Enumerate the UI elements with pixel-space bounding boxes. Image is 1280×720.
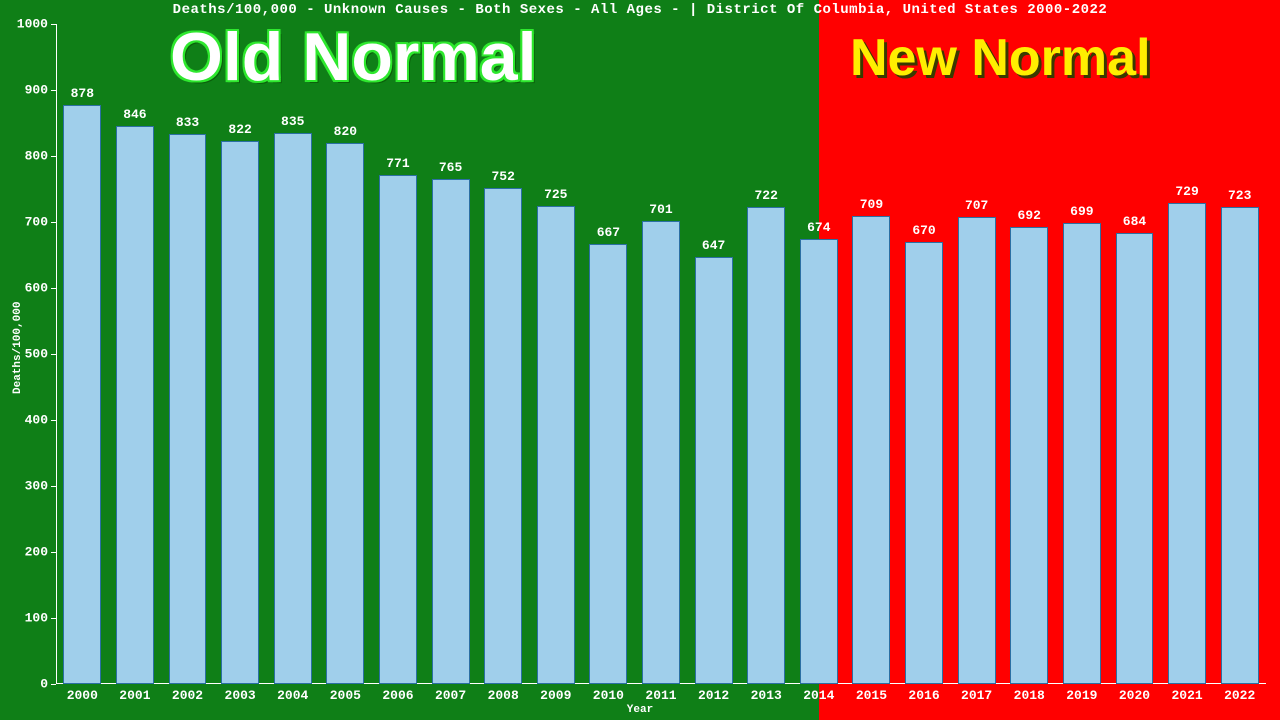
x-tick-label: 2018 [1014, 688, 1045, 703]
bar [116, 126, 154, 684]
x-tick-label: 2007 [435, 688, 466, 703]
x-tick-label: 2016 [908, 688, 939, 703]
bar-value-label: 835 [281, 114, 304, 129]
bar [1116, 233, 1154, 684]
bar [432, 179, 470, 684]
bar [905, 242, 943, 684]
bar-value-label: 723 [1228, 188, 1251, 203]
bar [274, 133, 312, 684]
bar-value-label: 833 [176, 115, 199, 130]
y-tick-label: 200 [8, 545, 48, 560]
bar [326, 143, 364, 684]
bar [1063, 223, 1101, 684]
bar-value-label: 846 [123, 107, 146, 122]
bar [1010, 227, 1048, 684]
y-tick-label: 700 [8, 215, 48, 230]
bar [1221, 207, 1259, 684]
y-tick-mark [51, 222, 56, 223]
x-tick-label: 2014 [803, 688, 834, 703]
y-tick-label: 1000 [8, 17, 48, 32]
bar-value-label: 670 [912, 223, 935, 238]
bar-value-label: 647 [702, 238, 725, 253]
bar [852, 216, 890, 684]
x-tick-label: 2019 [1066, 688, 1097, 703]
x-tick-label: 2005 [330, 688, 361, 703]
bar [379, 175, 417, 684]
y-tick-mark [51, 288, 56, 289]
bar [221, 141, 259, 684]
y-tick-mark [51, 552, 56, 553]
y-tick-mark [51, 156, 56, 157]
y-tick-mark [51, 24, 56, 25]
bar [1168, 203, 1206, 684]
x-tick-label: 2020 [1119, 688, 1150, 703]
bar [169, 134, 207, 684]
x-tick-label: 2011 [645, 688, 676, 703]
bar [958, 217, 996, 684]
y-axis-line [56, 24, 57, 684]
bar-value-label: 729 [1175, 184, 1198, 199]
chart-stage: Deaths/100,000 - Unknown Causes - Both S… [0, 0, 1280, 720]
plot-area: 878 846 833 822 835 820 771 765 752 725 667 701 647 7… [56, 24, 1266, 684]
x-tick-label: 2003 [225, 688, 256, 703]
y-tick-label: 300 [8, 479, 48, 494]
y-tick-label: 600 [8, 281, 48, 296]
chart-title: Deaths/100,000 - Unknown Causes - Both S… [0, 2, 1280, 18]
bar [63, 105, 101, 684]
bar-value-label: 822 [228, 122, 251, 137]
y-tick-label: 0 [8, 677, 48, 692]
y-tick-mark [51, 90, 56, 91]
bar-value-label: 722 [755, 188, 778, 203]
bar-value-label: 701 [649, 202, 672, 217]
y-tick-mark [51, 486, 56, 487]
x-tick-label: 2021 [1171, 688, 1202, 703]
bar [484, 188, 522, 684]
x-tick-label: 2006 [382, 688, 413, 703]
bar [642, 221, 680, 684]
bar-value-label: 878 [71, 86, 94, 101]
bar-value-label: 725 [544, 187, 567, 202]
bar-value-label: 771 [386, 156, 409, 171]
bar [589, 244, 627, 684]
x-tick-label: 2002 [172, 688, 203, 703]
bar [747, 207, 785, 684]
bar-value-label: 820 [334, 124, 357, 139]
bar [537, 206, 575, 685]
x-tick-label: 2009 [540, 688, 571, 703]
y-tick-label: 900 [8, 83, 48, 98]
bar-value-label: 674 [807, 220, 830, 235]
bar-value-label: 709 [860, 197, 883, 212]
x-tick-label: 2000 [67, 688, 98, 703]
bar [800, 239, 838, 684]
y-tick-mark [51, 420, 56, 421]
y-axis-label: Deaths/100,000 [12, 302, 24, 394]
x-axis-label: Year [0, 704, 1280, 716]
x-tick-label: 2022 [1224, 688, 1255, 703]
bar-value-label: 699 [1070, 204, 1093, 219]
bar-value-label: 752 [491, 169, 514, 184]
x-tick-label: 2001 [119, 688, 150, 703]
y-tick-mark [51, 354, 56, 355]
x-tick-label: 2015 [856, 688, 887, 703]
y-tick-label: 100 [8, 611, 48, 626]
x-tick-label: 2004 [277, 688, 308, 703]
x-tick-label: 2013 [751, 688, 782, 703]
bar-value-label: 692 [1018, 208, 1041, 223]
bar-value-label: 707 [965, 198, 988, 213]
bar-value-label: 667 [597, 225, 620, 240]
y-tick-mark [51, 684, 56, 685]
bar-value-label: 684 [1123, 214, 1146, 229]
bar [695, 257, 733, 684]
x-tick-label: 2010 [593, 688, 624, 703]
y-tick-label: 400 [8, 413, 48, 428]
bar-value-label: 765 [439, 160, 462, 175]
x-tick-label: 2008 [488, 688, 519, 703]
x-tick-label: 2012 [698, 688, 729, 703]
y-tick-label: 800 [8, 149, 48, 164]
x-tick-label: 2017 [961, 688, 992, 703]
y-tick-mark [51, 618, 56, 619]
